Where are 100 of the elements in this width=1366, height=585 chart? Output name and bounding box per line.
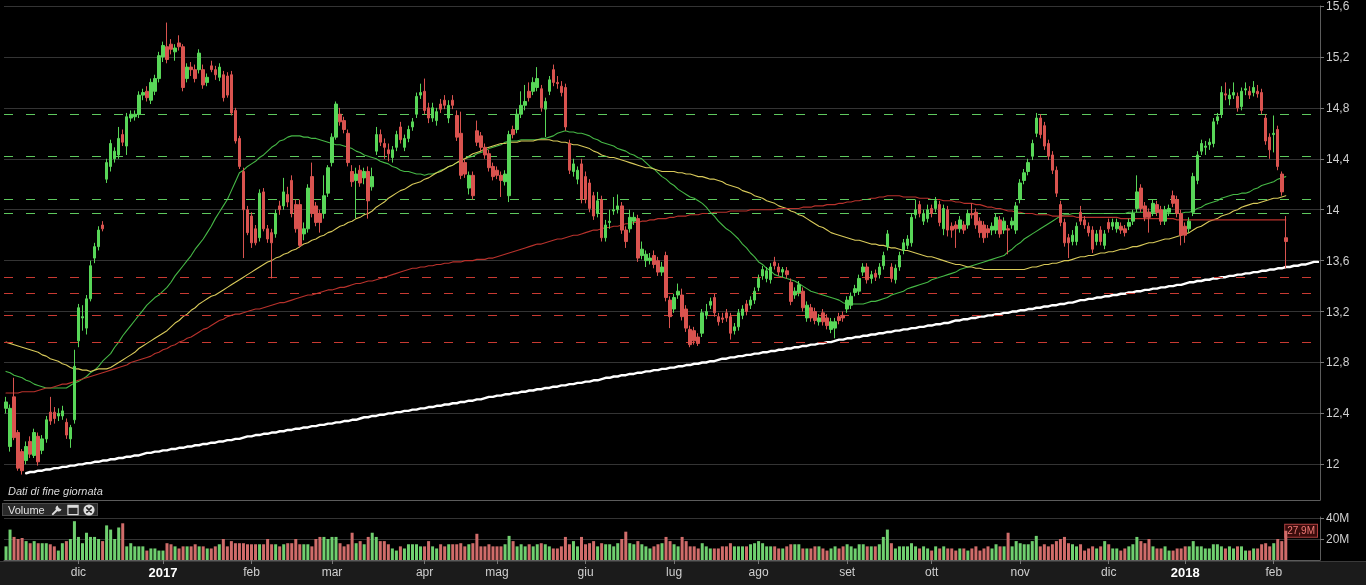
bar <box>386 544 390 560</box>
bar <box>44 543 48 560</box>
bar <box>668 541 672 560</box>
bar <box>1272 543 1276 560</box>
bar <box>318 536 322 560</box>
candlestick <box>958 215 962 234</box>
bar <box>165 543 169 560</box>
bar <box>712 548 716 560</box>
bar <box>724 546 728 560</box>
bar <box>36 543 40 560</box>
bar <box>1159 548 1163 560</box>
bar <box>129 543 133 560</box>
bar <box>954 550 958 560</box>
bar <box>934 546 938 560</box>
bar <box>1276 539 1280 560</box>
bar <box>133 546 137 560</box>
annotation: 27,9M <box>1287 525 1315 537</box>
candlestick <box>709 297 712 310</box>
bar <box>278 546 282 560</box>
candlestick <box>218 62 221 82</box>
candlestick <box>197 48 201 74</box>
line-series <box>24 260 1320 475</box>
bar <box>455 544 459 560</box>
bar <box>757 541 761 560</box>
candlestick <box>69 424 72 449</box>
bar <box>121 523 125 560</box>
bar <box>125 546 129 560</box>
bar <box>1191 541 1195 560</box>
bar <box>1236 546 1239 560</box>
bar <box>415 544 419 560</box>
bar <box>475 533 479 560</box>
bar <box>652 546 656 560</box>
bar <box>716 548 720 560</box>
bar <box>962 548 966 560</box>
candlestick <box>813 307 817 325</box>
bar <box>241 543 245 560</box>
bar <box>571 541 575 560</box>
candlestick <box>926 204 929 223</box>
bar <box>515 546 519 560</box>
candlestick <box>1248 85 1251 100</box>
bar <box>523 546 527 560</box>
bar <box>1046 546 1050 560</box>
bar <box>205 548 209 560</box>
bar <box>857 544 861 560</box>
candlestick <box>1252 80 1255 97</box>
candlestick <box>1220 85 1223 119</box>
bar <box>656 544 660 560</box>
bar <box>704 546 708 560</box>
bar <box>773 546 777 560</box>
candlestick <box>201 64 205 90</box>
candlestick <box>1260 88 1263 115</box>
candlestick <box>511 125 515 139</box>
candlestick <box>785 266 789 279</box>
bar <box>1223 548 1227 560</box>
bar <box>398 546 402 560</box>
bar <box>624 531 628 560</box>
bar <box>680 536 684 560</box>
bar <box>889 543 893 560</box>
candlestick <box>540 84 543 113</box>
x-tick-label: feb <box>243 565 261 579</box>
bar <box>141 546 145 560</box>
bar <box>885 529 889 560</box>
bar <box>922 546 926 560</box>
bar <box>531 546 535 560</box>
candlestick <box>214 65 217 81</box>
candlestick <box>366 165 370 220</box>
candlestick <box>982 220 986 244</box>
candlestick <box>544 97 547 138</box>
bar <box>769 546 773 560</box>
candlestick <box>801 286 805 313</box>
candlestick <box>173 43 177 62</box>
bar <box>869 546 873 560</box>
candlestick <box>753 286 756 305</box>
candlestick <box>36 432 40 467</box>
y-tick-label: 15,6 <box>1326 0 1350 13</box>
bar <box>1107 544 1111 560</box>
bar <box>394 550 398 560</box>
bar <box>901 546 905 560</box>
candlestick <box>475 120 479 147</box>
bar <box>672 544 676 560</box>
bar <box>439 544 443 560</box>
bar <box>366 536 370 560</box>
bar <box>435 548 439 560</box>
bar <box>1284 530 1288 560</box>
bar <box>1147 539 1151 560</box>
candlestick <box>1031 139 1034 161</box>
bar <box>950 548 954 560</box>
candlestick <box>765 266 768 283</box>
bar <box>1244 550 1248 560</box>
bar <box>427 541 431 560</box>
bar <box>209 548 213 560</box>
bar <box>596 546 600 560</box>
bar <box>938 548 942 560</box>
bar <box>845 544 849 560</box>
bar <box>1115 548 1119 560</box>
bar <box>1014 541 1018 560</box>
bar <box>1075 546 1079 560</box>
candlestick <box>700 308 704 338</box>
bar <box>145 550 149 560</box>
bar <box>740 546 744 560</box>
